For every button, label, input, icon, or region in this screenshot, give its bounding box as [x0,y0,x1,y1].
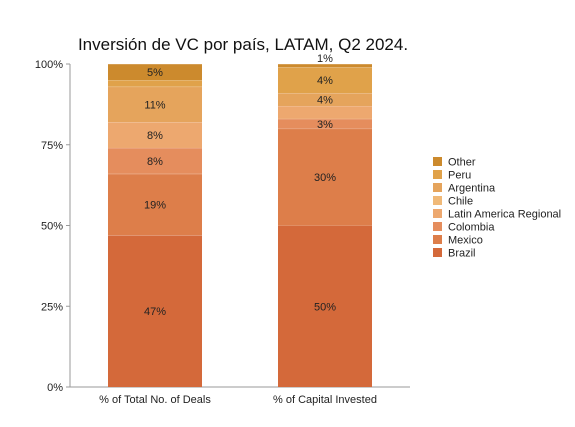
data-label: 4% [317,95,333,107]
legend-swatch [433,157,442,166]
y-tick-label: 75% [41,140,63,152]
x-tick-label: % of Capital Invested [273,394,377,406]
legend-label: Argentina [448,183,496,195]
data-label: 3% [317,119,333,131]
legend-swatch [433,248,442,257]
bar-segment [108,235,202,387]
bar-segment [278,67,372,94]
legend-swatch [433,209,442,218]
data-label: 1% [317,53,333,65]
data-label: 8% [147,130,163,142]
bar-segment [108,80,202,87]
legend-swatch [433,170,442,179]
legend-label: Peru [448,170,471,182]
bar-segment [278,93,372,106]
legend-label: Mexico [448,235,483,247]
data-label: 11% [144,99,165,111]
y-tick-label: 100% [35,59,63,71]
bar-segment [108,64,202,81]
x-tick-label: % of Total No. of Deals [99,394,211,406]
y-tick-label: 25% [41,301,63,313]
legend-swatch [433,183,442,192]
legend-swatch [433,222,442,231]
data-label: 8% [147,156,163,168]
legend-label: Chile [448,196,473,208]
bar-segment [278,105,372,119]
legend-label: Latin America Regional [448,209,561,221]
data-label: 50% [314,301,336,313]
bar-segment [108,173,202,236]
y-tick-label: 50% [41,221,63,233]
y-tick-label: 0% [47,382,63,394]
bar-segment [278,118,372,129]
legend-swatch [433,235,442,244]
data-label: 4% [317,75,333,87]
data-label: 47% [144,306,166,318]
bar-segment [278,64,372,68]
bars: 47% 19% 8% 8% 11% 5% % of Total No. of Deals 50… [99,53,377,406]
bar-segment [108,86,202,123]
bar-segment [108,147,202,174]
bar-segment [108,122,202,148]
data-label: 19% [144,200,166,212]
bar-segment [278,128,372,226]
data-label: 5% [147,67,163,79]
data-label: 30% [314,172,336,184]
legend-label: Colombia [448,222,495,234]
legend-label: Brazil [448,248,476,260]
legend-label: Other [448,157,476,169]
chart-title: Inversión de VC por país, LATAM, Q2 2024… [78,35,408,54]
legend-swatch [433,196,442,205]
bar-segment [278,225,372,387]
